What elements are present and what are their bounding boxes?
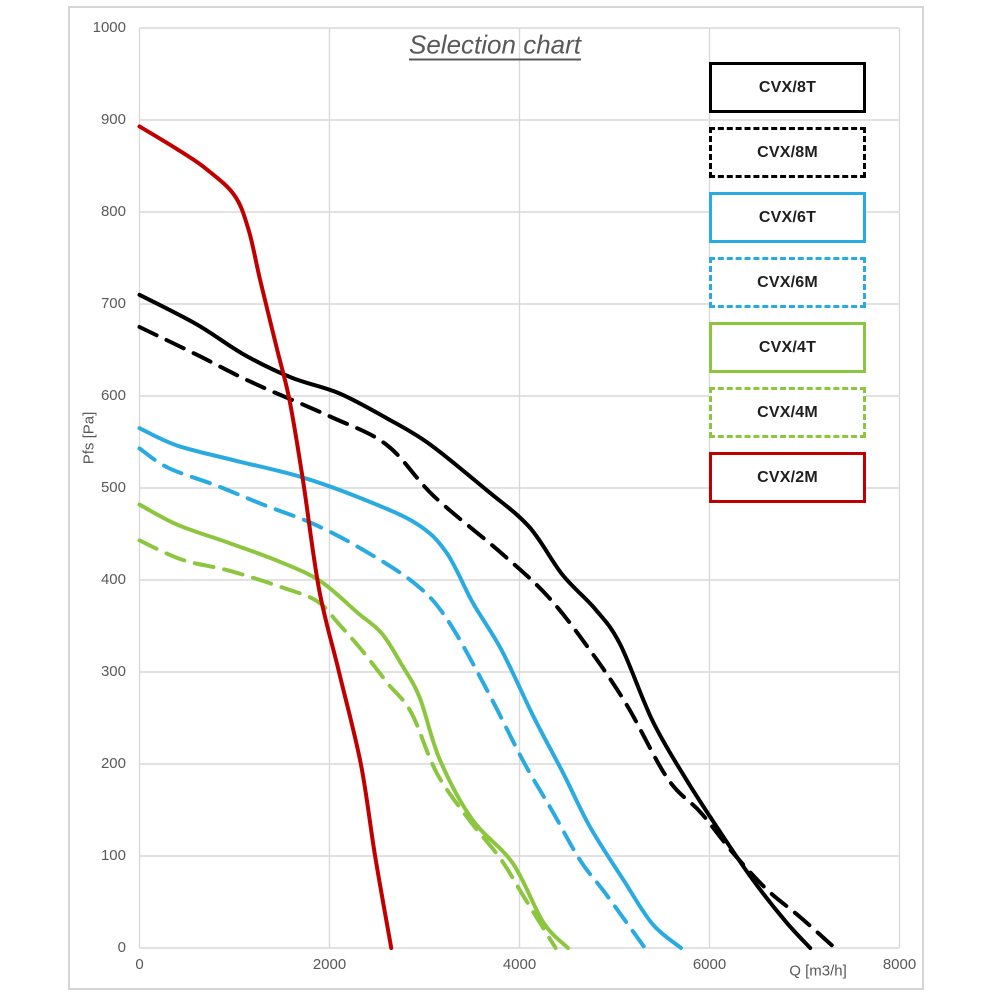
series-cvx-6t: [137, 426, 683, 950]
x-tick-label: 4000: [502, 956, 537, 973]
chart-frame: [68, 6, 924, 990]
y-tick-label: 1000: [92, 19, 126, 36]
chart-title: Selection chart: [409, 29, 581, 60]
legend-item-label: CVX/8M: [757, 143, 818, 161]
y-tick-label: 800: [100, 203, 126, 220]
legend-item-cvx-4m: CVX/4M: [709, 387, 866, 438]
legend-item-cvx-4t: CVX/4T: [709, 322, 866, 373]
y-tick-label: 700: [100, 295, 126, 312]
series-cvx-6m: [137, 446, 647, 950]
legend-item-label: CVX/6T: [758, 208, 817, 226]
legend-item-cvx-6m: CVX/6M: [709, 257, 866, 308]
series-cvx-4t: [137, 502, 570, 950]
y-tick-label: 500: [100, 479, 126, 496]
x-tick-label: 0: [135, 956, 144, 973]
y-tick-label: 600: [100, 387, 126, 404]
x-axis-label: Q [m3/h]: [789, 962, 847, 980]
legend-item-cvx-6t: CVX/6T: [709, 192, 866, 243]
series-cvx-2m: [137, 124, 394, 950]
series-cvx-4m: [137, 538, 558, 950]
x-tick-label: 6000: [692, 956, 727, 973]
series-cvx-8m: [137, 325, 837, 950]
legend-item-cvx-2m: CVX/2M: [709, 452, 866, 503]
series-cvx-8t: [137, 292, 813, 950]
legend-item-label: CVX/8T: [758, 78, 817, 96]
legend-item-label: CVX/4T: [758, 338, 817, 356]
legend-item-cvx-8m: CVX/8M: [709, 127, 866, 178]
legend-item-cvx-8t: CVX/8T: [709, 62, 866, 113]
x-tick-label: 2000: [312, 956, 347, 973]
y-tick-label: 300: [100, 663, 126, 680]
legend-item-label: CVX/4M: [757, 403, 818, 421]
y-axis-label: Pfs [Pa]: [80, 411, 98, 465]
y-tick-label: 400: [100, 571, 126, 588]
y-tick-label: 900: [100, 111, 126, 128]
legend-item-label: CVX/6M: [757, 273, 818, 291]
y-tick-label: 0: [117, 939, 126, 956]
y-tick-label: 100: [100, 847, 126, 864]
y-tick-label: 200: [100, 755, 126, 772]
legend-item-label: CVX/2M: [757, 468, 818, 486]
x-tick-label: 8000: [882, 956, 917, 973]
